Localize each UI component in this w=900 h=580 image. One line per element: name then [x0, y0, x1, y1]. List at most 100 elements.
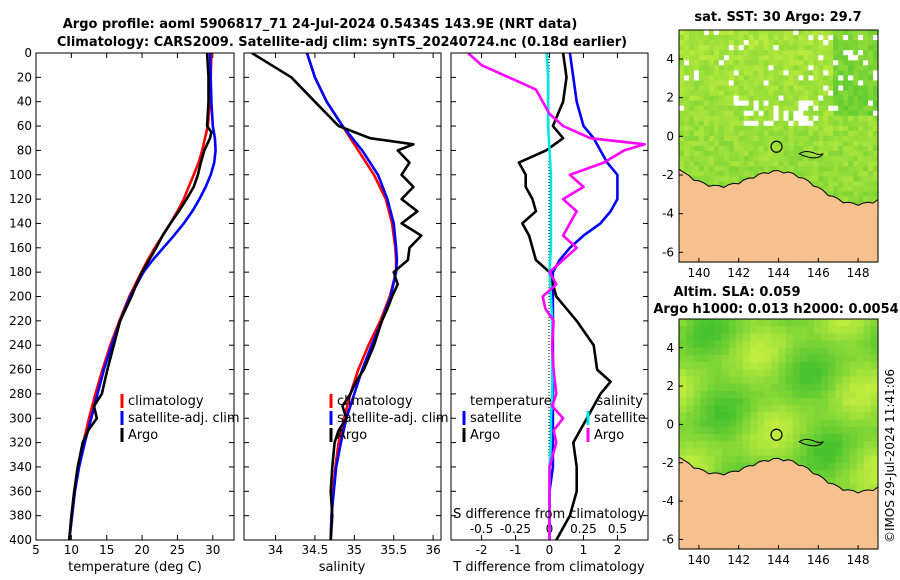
map-cell: [813, 45, 819, 51]
map-cell: [728, 166, 735, 172]
map-cell: [713, 95, 720, 102]
map-cell: [684, 35, 690, 41]
map-cell: [843, 80, 849, 86]
map-cell: [843, 146, 849, 152]
sla-map-title-line1: Altim. SLA: 0.059: [674, 285, 801, 300]
map-cell: [788, 55, 795, 61]
map-cell: [778, 85, 785, 92]
map-cell: [743, 105, 750, 112]
map-cell: [718, 156, 725, 162]
map-cell: [808, 80, 814, 86]
map-cell: [818, 55, 824, 61]
map-cell: [758, 161, 765, 167]
map-cell: [723, 30, 730, 36]
map-cell: [842, 462, 851, 471]
map-cell: [833, 90, 839, 97]
map-cell: [728, 60, 735, 66]
map-cell: [693, 326, 701, 334]
map-cell: [813, 181, 819, 187]
map-cell: [693, 398, 701, 406]
map-cell: [698, 141, 705, 147]
map-cell: [679, 383, 687, 392]
map-cell: [698, 161, 705, 167]
map-cell: [849, 326, 858, 334]
map-cell: [793, 65, 799, 71]
map-cell: [738, 120, 745, 127]
map-cell: [708, 125, 715, 132]
map-cell: [833, 130, 839, 137]
map-cell: [863, 441, 872, 449]
map-cell: [714, 405, 723, 414]
map-cell: [848, 146, 854, 152]
map-cell: [757, 354, 765, 363]
map-cell: [743, 434, 751, 442]
map-cell: [714, 390, 723, 399]
map-cell: [743, 146, 750, 152]
map-cell: [679, 362, 687, 370]
map-cell: [793, 105, 799, 112]
map-cell: [833, 100, 839, 107]
map-cell: [750, 434, 758, 442]
map-cell: [758, 85, 765, 92]
map-cell: [763, 90, 770, 97]
map-cell: [679, 35, 685, 41]
map-cell: [698, 120, 705, 127]
map-cell: [821, 412, 829, 421]
map-cell: [863, 110, 869, 117]
map-cell: [684, 65, 690, 71]
map-cell: [708, 151, 715, 157]
map-cell: [842, 434, 851, 442]
map-cell: [679, 441, 687, 449]
map-cell: [703, 176, 710, 182]
map-cell: [843, 186, 849, 192]
map-cell: [686, 369, 694, 378]
map-cell: [733, 151, 740, 157]
map-cell: [748, 55, 755, 61]
map-cell: [870, 412, 879, 421]
map-cell: [763, 156, 770, 162]
map-cell: [757, 398, 765, 406]
map-cell: [748, 141, 755, 147]
map-cell: [853, 135, 859, 142]
map-cell: [778, 347, 787, 356]
map-cell: [793, 45, 799, 51]
map-cell: [693, 354, 701, 363]
map-cell: [686, 448, 694, 457]
map-cell: [848, 30, 854, 36]
map-cell: [808, 166, 814, 172]
map-cell: [833, 141, 839, 147]
map-cell: [735, 383, 744, 392]
map-cell: [763, 35, 770, 41]
map-cell: [828, 40, 834, 46]
map-cell: [728, 115, 735, 122]
map-cell: [763, 85, 770, 92]
map-cell: [863, 412, 872, 421]
map-cell: [793, 90, 799, 97]
map-cell: [806, 434, 815, 442]
map-cell: [707, 448, 716, 457]
map-cell: [856, 340, 865, 349]
series-line-t-satellite: [548, 53, 619, 540]
map-cell: [748, 120, 755, 127]
map-cell: [842, 419, 851, 428]
map-cell: [733, 65, 740, 71]
salinity-panel: 34 34.5 35 35.5 36 salinity climatology sate…: [243, 52, 449, 575]
map-cell: [700, 354, 708, 363]
map-cell: [863, 125, 869, 132]
map-cell: [813, 135, 819, 142]
map-cell: [828, 80, 834, 86]
map-cell: [873, 90, 879, 97]
map-cell: [835, 412, 844, 421]
map-cell: [843, 65, 849, 71]
map-cell: [735, 405, 744, 414]
map-cell: [858, 181, 864, 187]
map-cell: [693, 95, 700, 102]
map-cell: [700, 390, 708, 399]
map-cell: [693, 419, 701, 428]
map-cell: [679, 70, 685, 76]
map-cell: [783, 35, 790, 41]
map-cell: [803, 50, 809, 56]
map-cell: [750, 390, 758, 399]
map-cell: [679, 390, 687, 399]
map-cell: [758, 55, 765, 61]
